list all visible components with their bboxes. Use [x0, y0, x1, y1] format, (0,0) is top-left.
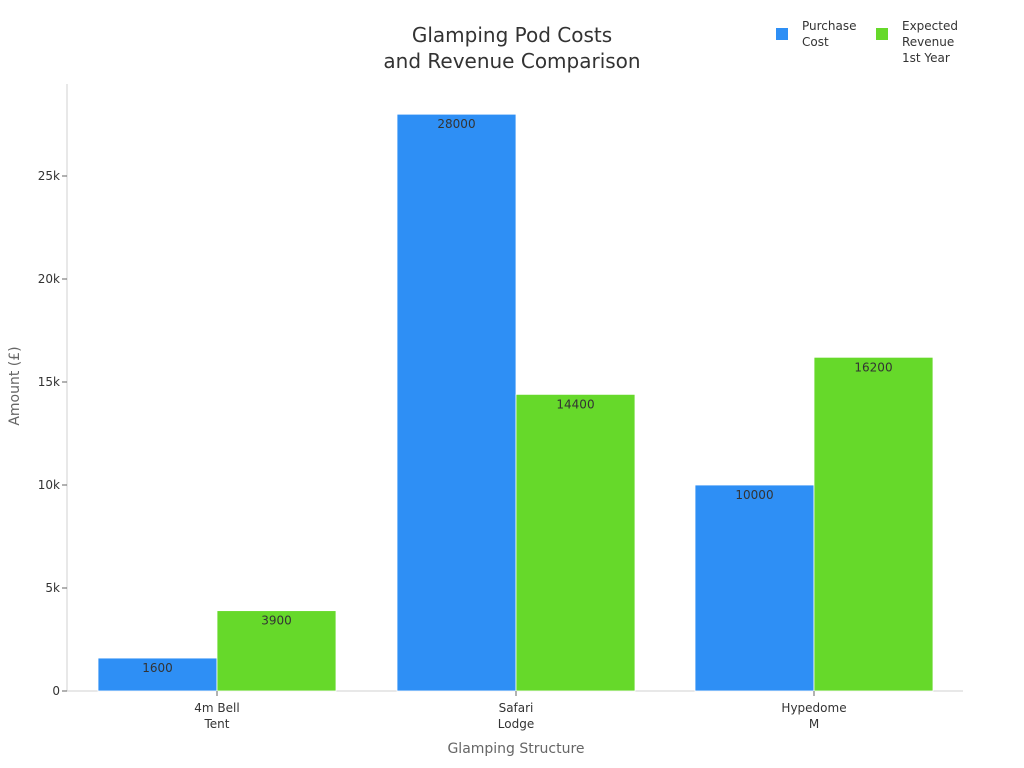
x-tick-label: M	[809, 717, 819, 731]
x-tick-label: 4m Bell	[194, 701, 239, 715]
legend-item-purchase-cost[interactable]: Purchase Cost	[776, 18, 857, 50]
legend-label-expected-revenue: Expected Revenue 1st Year	[902, 19, 958, 65]
x-tick-label: Tent	[204, 717, 230, 731]
bar-value-label: 16200	[854, 360, 892, 374]
legend-swatch-expected-revenue	[876, 28, 888, 40]
bar[interactable]	[396, 113, 517, 692]
bar[interactable]	[694, 484, 815, 692]
y-tick-label: 0	[52, 684, 60, 698]
y-tick-label: 20k	[38, 272, 60, 286]
chart-title-line1: Glamping Pod Costs	[411, 23, 613, 47]
bar-value-label: 1600	[142, 661, 173, 675]
y-tick-label: 15k	[38, 375, 60, 389]
y-axis-title: Amount (£)	[7, 346, 23, 426]
chart-title: Glamping Pod Costs and Revenue Compariso…	[312, 22, 712, 74]
y-tick-label: 10k	[38, 478, 60, 492]
x-tick-label: Hypedome	[781, 701, 846, 715]
legend-item-expected-revenue[interactable]: Expected Revenue 1st Year	[876, 18, 958, 66]
bar-value-label: 28000	[437, 117, 475, 131]
legend-swatch-purchase-cost	[776, 28, 788, 40]
x-tick-label: Safari	[499, 701, 534, 715]
y-tick-label: 5k	[45, 581, 60, 595]
bar[interactable]	[813, 356, 934, 692]
chart-title-line2: and Revenue Comparison	[383, 49, 641, 73]
bar-value-label: 3900	[261, 614, 292, 628]
bar[interactable]	[97, 657, 218, 692]
bar-value-label: 14400	[556, 397, 594, 411]
bar[interactable]	[515, 393, 636, 692]
bar[interactable]	[216, 610, 337, 692]
legend-label-purchase-cost: Purchase Cost	[802, 19, 857, 49]
x-axis-title: Glamping Structure	[447, 741, 585, 757]
bar-value-label: 10000	[735, 488, 773, 502]
y-tick-label: 25k	[38, 169, 60, 183]
x-tick-label: Lodge	[498, 717, 534, 731]
